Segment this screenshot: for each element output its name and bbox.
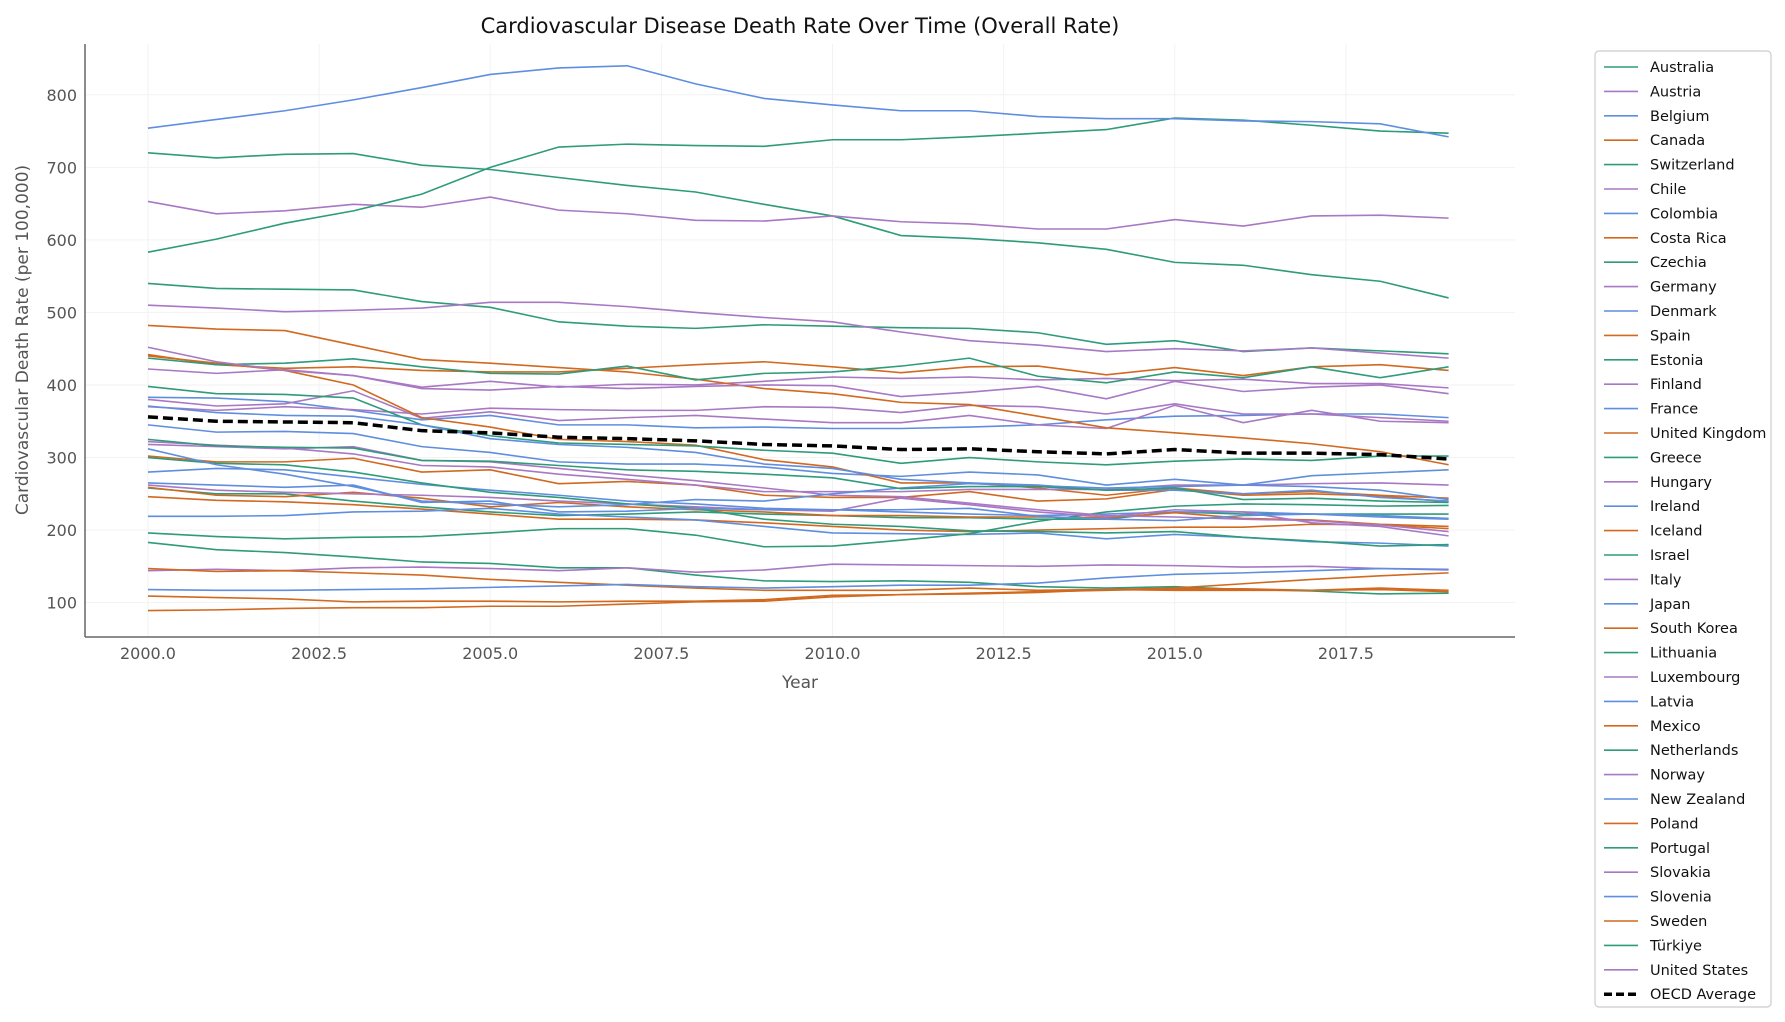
legend-label-israel: Israel bbox=[1650, 548, 1690, 564]
legend-label-new-zealand: New Zealand bbox=[1650, 792, 1745, 808]
legend-label-south-korea: South Korea bbox=[1650, 621, 1738, 637]
x-tick-label: 2012.5 bbox=[976, 644, 1032, 663]
series-line-australia bbox=[147, 487, 1449, 520]
legend-label-spain: Spain bbox=[1650, 328, 1691, 344]
legend-label-poland: Poland bbox=[1650, 816, 1698, 832]
legend-label-france: France bbox=[1650, 402, 1698, 418]
series-line-denmark bbox=[147, 424, 1449, 486]
legend-label-hungary: Hungary bbox=[1650, 475, 1712, 491]
x-tick-label: 2015.0 bbox=[1147, 644, 1203, 663]
series-line-portugal bbox=[147, 438, 1449, 504]
series-line-slovenia bbox=[147, 482, 1449, 522]
series-line-mexico bbox=[147, 572, 1449, 603]
series-line-japan bbox=[147, 567, 1449, 592]
y-tick-label: 200 bbox=[46, 521, 77, 540]
series-line-sweden bbox=[147, 353, 1449, 377]
legend-label-colombia: Colombia bbox=[1650, 206, 1718, 222]
legend-box bbox=[1594, 50, 1772, 1008]
series-line-finland bbox=[147, 389, 1449, 430]
legend-label-estonia: Estonia bbox=[1650, 353, 1703, 369]
y-tick-label: 700 bbox=[46, 158, 77, 177]
legend-label-canada: Canada bbox=[1650, 133, 1705, 149]
legend-label-greece: Greece bbox=[1650, 450, 1702, 466]
legend-label-slovenia: Slovenia bbox=[1650, 890, 1712, 906]
series-line-chile bbox=[147, 563, 1449, 573]
legend: Australia Austria Belgium Canada Switzerland… bbox=[1594, 50, 1772, 1008]
legend-label-italy: Italy bbox=[1650, 572, 1682, 588]
legend-label-czechia: Czechia bbox=[1650, 255, 1707, 271]
series-line-united-states bbox=[147, 346, 1449, 400]
legend-label-united-kingdom: United Kingdom bbox=[1650, 426, 1766, 442]
legend-label-iceland: Iceland bbox=[1650, 524, 1702, 540]
legend-label-australia: Australia bbox=[1650, 60, 1714, 76]
legend-label-switzerland: Switzerland bbox=[1650, 158, 1735, 174]
series-line-south-korea bbox=[147, 588, 1449, 612]
series-line-hungary bbox=[147, 196, 1449, 230]
series-line-t-rkiye bbox=[147, 357, 1449, 384]
legend-label-netherlands: Netherlands bbox=[1650, 743, 1738, 759]
legend-label-slovakia: Slovakia bbox=[1650, 865, 1711, 881]
series-line-israel bbox=[147, 503, 1449, 548]
series-lines bbox=[147, 64, 1449, 612]
series-line-iceland bbox=[147, 567, 1449, 592]
series-line-greece bbox=[147, 385, 1449, 466]
y-tick-label: 400 bbox=[46, 376, 77, 395]
series-line-estonia bbox=[147, 152, 1449, 299]
series-line-belgium bbox=[147, 396, 1449, 430]
legend-label-oecd-average: OECD Average bbox=[1650, 987, 1756, 1003]
series-line-latvia bbox=[147, 64, 1449, 138]
legend-label-costa-rica: Costa Rica bbox=[1650, 231, 1727, 247]
legend-label-luxembourg: Luxembourg bbox=[1650, 670, 1740, 686]
series-line-ireland bbox=[147, 405, 1449, 502]
x-tick-label: 2010.0 bbox=[805, 644, 861, 663]
legend-label-latvia: Latvia bbox=[1650, 694, 1694, 710]
x-tick-label: 2005.0 bbox=[462, 644, 518, 663]
series-line-canada bbox=[147, 455, 1449, 503]
y-tick-label: 100 bbox=[46, 594, 77, 613]
series-line-poland bbox=[147, 324, 1449, 466]
y-tick-label: 600 bbox=[46, 231, 77, 250]
x-tick-label: 2000.0 bbox=[120, 644, 176, 663]
legend-label-norway: Norway bbox=[1650, 768, 1705, 784]
axes bbox=[84, 44, 1515, 638]
series-line-oecd-average bbox=[147, 415, 1449, 461]
series-line-netherlands bbox=[147, 456, 1449, 547]
legend-label-ireland: Ireland bbox=[1650, 499, 1700, 515]
legend-label-t-rkiye: Türkiye bbox=[1649, 938, 1702, 954]
tick-labels: 2000.0 2002.5 2005.0 2007.5 2010.0 2012.5 2015… bbox=[46, 86, 1373, 663]
y-tick-label: 800 bbox=[46, 86, 77, 105]
legend-label-sweden: Sweden bbox=[1650, 914, 1707, 930]
chart-title: Cardiovascular Disease Death Rate Over T… bbox=[481, 14, 1120, 38]
legend-label-finland: Finland bbox=[1650, 377, 1702, 393]
legend-label-chile: Chile bbox=[1650, 182, 1686, 198]
x-tick-label: 2017.5 bbox=[1318, 644, 1374, 663]
legend-label-japan: Japan bbox=[1649, 597, 1690, 613]
series-line-germany bbox=[147, 403, 1449, 423]
legend-label-mexico: Mexico bbox=[1650, 719, 1701, 735]
x-axis-label: Year bbox=[781, 673, 818, 693]
legend-label-united-states: United States bbox=[1650, 963, 1748, 979]
legend-label-denmark: Denmark bbox=[1650, 304, 1717, 320]
y-tick-label: 500 bbox=[46, 303, 77, 322]
legend-label-belgium: Belgium bbox=[1650, 109, 1709, 125]
legend-label-austria: Austria bbox=[1650, 84, 1701, 100]
series-line-lithuania bbox=[147, 117, 1449, 253]
grid bbox=[85, 44, 1515, 637]
x-tick-label: 2002.5 bbox=[291, 644, 347, 663]
y-tick-label: 300 bbox=[46, 449, 77, 468]
series-line-costa-rica bbox=[147, 495, 1449, 533]
series-line-new-zealand bbox=[147, 448, 1449, 508]
x-tick-label: 2007.5 bbox=[633, 644, 689, 663]
y-axis-label: Cardiovascular Death Rate (per 100,000) bbox=[13, 165, 33, 515]
legend-label-portugal: Portugal bbox=[1650, 841, 1710, 857]
series-line-slovakia bbox=[147, 301, 1449, 359]
legend-label-lithuania: Lithuania bbox=[1650, 646, 1717, 662]
legend-label-germany: Germany bbox=[1650, 280, 1717, 296]
